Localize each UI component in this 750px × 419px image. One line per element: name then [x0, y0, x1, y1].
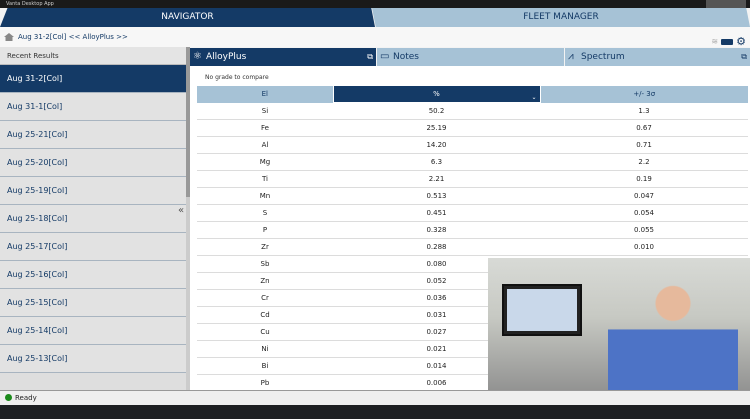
cell-percent: 14.20	[333, 136, 540, 154]
table-row: Ti 2.21 0.19	[197, 170, 748, 188]
sidebar-item-result[interactable]: Aug 25-18[Col]	[0, 205, 186, 233]
taskbar	[0, 405, 750, 419]
cell-percent: 50.2	[333, 102, 540, 120]
cell-element: Pb	[197, 374, 333, 392]
cell-uncertainty: 0.047	[540, 187, 748, 205]
webcam-video-overlay	[488, 258, 750, 405]
cell-uncertainty: 0.71	[540, 136, 748, 154]
sort-chevron-icon[interactable]: ⌄	[531, 94, 537, 101]
cell-element: Mn	[197, 187, 333, 205]
cell-uncertainty: 2.2	[540, 153, 748, 171]
table-row: P 0.328 0.055	[197, 221, 748, 239]
sidebar-item-result[interactable]: Aug 31-2[Col]	[0, 65, 186, 93]
sidebar-item-result[interactable]: Aug 25-16[Col]	[0, 261, 186, 289]
cell-element: Cd	[197, 306, 333, 324]
cell-percent: 0.288	[333, 238, 540, 256]
sidebar-scrollbar[interactable]	[186, 47, 190, 390]
panel-title: Spectrum	[581, 52, 625, 62]
breadcrumb[interactable]: Aug 31-2[Col] << AlloyPlus >>	[18, 33, 128, 41]
cell-percent: 2.21	[333, 170, 540, 188]
window-title: Vanta Desktop App	[6, 1, 54, 7]
sidebar-item-result[interactable]: Aug 25-15[Col]	[0, 289, 186, 317]
gear-icon[interactable]: ⚙	[736, 35, 746, 48]
cell-element: P	[197, 221, 333, 239]
cell-element: Si	[197, 102, 333, 120]
sidebar-item-result[interactable]: Aug 25-17[Col]	[0, 233, 186, 261]
sidebar-item-result[interactable]: Aug 25-21[Col]	[0, 121, 186, 149]
breadcrumb-bar: Aug 31-2[Col] << AlloyPlus >> ≋ ⚙	[0, 27, 750, 48]
cell-uncertainty: 0.010	[540, 238, 748, 256]
cell-percent: 0.451	[333, 204, 540, 222]
cell-uncertainty: 1.3	[540, 102, 748, 120]
column-header-uncertainty[interactable]: +/- 3σ	[540, 85, 748, 103]
notes-icon: ▭	[380, 51, 390, 62]
wifi-icon: ≋	[711, 37, 719, 46]
cell-uncertainty: 0.054	[540, 204, 748, 222]
panel-title: Notes	[393, 52, 419, 62]
table-row: Fe 25.19 0.67	[197, 119, 748, 137]
panel-title: AlloyPlus	[206, 52, 247, 62]
status-ready-icon	[5, 394, 12, 401]
sidebar-item-result[interactable]: Aug 31-1[Col]	[0, 93, 186, 121]
cell-uncertainty: 0.19	[540, 170, 748, 188]
atom-icon: ⚛	[193, 51, 202, 62]
panel-spectrum[interactable]: ⩘ Spectrum ⧉	[565, 48, 750, 66]
cell-element: Sb	[197, 255, 333, 273]
column-label: %	[433, 90, 440, 98]
cell-uncertainty: 0.67	[540, 119, 748, 137]
battery-icon	[721, 39, 734, 45]
sidebar-header: Recent Results	[0, 47, 186, 65]
cell-element: Ni	[197, 340, 333, 358]
table-row: Zr 0.288 0.010	[197, 238, 748, 256]
scrollbar-thumb[interactable]	[186, 47, 190, 197]
monitor-image	[502, 284, 582, 336]
tab-navigator[interactable]: NAVIGATOR	[0, 8, 375, 27]
cell-percent: 25.19	[333, 119, 540, 137]
cell-percent: 0.513	[333, 187, 540, 205]
window-controls[interactable]	[706, 0, 746, 8]
spectrum-icon: ⩘	[568, 51, 574, 62]
column-header-percent[interactable]: % ⌄	[332, 85, 541, 103]
collapse-sidebar-icon[interactable]: «	[178, 205, 185, 216]
home-icon[interactable]	[4, 33, 14, 41]
sidebar-item-result[interactable]: Aug 25-20[Col]	[0, 149, 186, 177]
cell-element: Bi	[197, 357, 333, 375]
table-row: Si 50.2 1.3	[197, 102, 748, 120]
tab-fleet-manager[interactable]: FLEET MANAGER	[372, 8, 750, 27]
status-text: Ready	[15, 394, 37, 402]
status-bar: Ready	[0, 390, 750, 405]
table-row: Mg 6.3 2.2	[197, 153, 748, 171]
cell-element: Mg	[197, 153, 333, 171]
popout-icon[interactable]: ⧉	[367, 52, 373, 61]
popout-icon[interactable]: ⧉	[741, 52, 747, 61]
cell-element: S	[197, 204, 333, 222]
cell-element: Cu	[197, 323, 333, 341]
cell-percent: 6.3	[333, 153, 540, 171]
cell-element: Fe	[197, 119, 333, 137]
recent-results-sidebar: Recent Results Aug 31-2[Col] Aug 31-1[Col…	[0, 47, 186, 390]
grade-message: No grade to compare	[205, 74, 269, 81]
cell-element: Ti	[197, 170, 333, 188]
panel-alloyplus[interactable]: ⚛ AlloyPlus ⧉	[190, 48, 376, 66]
cell-element: Zr	[197, 238, 333, 256]
presenter-image	[608, 278, 738, 405]
cell-element: Zn	[197, 272, 333, 290]
panel-notes[interactable]: ▭ Notes	[377, 48, 564, 66]
window-titlebar: Vanta Desktop App	[0, 0, 750, 8]
sidebar-item-result[interactable]: Aug 25-19[Col]	[0, 177, 186, 205]
sidebar-item-result[interactable]: Aug 25-14[Col]	[0, 317, 186, 345]
table-row: Mn 0.513 0.047	[197, 187, 748, 205]
cell-element: Al	[197, 136, 333, 154]
cell-element: Cr	[197, 289, 333, 307]
table-row: S 0.451 0.054	[197, 204, 748, 222]
table-row: Al 14.20 0.71	[197, 136, 748, 154]
column-header-element[interactable]: El	[197, 85, 333, 103]
sidebar-item-result[interactable]: Aug 25-13[Col]	[0, 345, 186, 373]
cell-uncertainty: 0.055	[540, 221, 748, 239]
cell-percent: 0.328	[333, 221, 540, 239]
